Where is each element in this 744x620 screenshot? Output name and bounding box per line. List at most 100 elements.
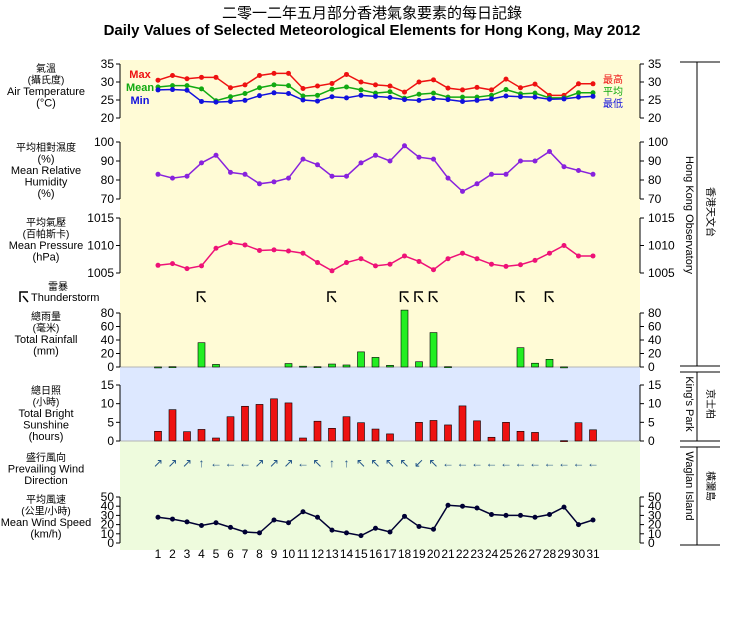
- wind-speed-point: [503, 512, 509, 518]
- thunderstorm-icon-stroke: [196, 291, 207, 303]
- sunshine-label-4: (hours): [29, 431, 64, 443]
- pressure-point: [561, 243, 567, 248]
- humidity-tick-label-right: 80: [648, 173, 662, 187]
- thunderstorm-legend-icon: [19, 291, 29, 303]
- temperature-tick-label-right: 30: [648, 75, 662, 89]
- sunshine-bar: [284, 402, 293, 442]
- title-chinese: 二零一二年五月部分香港氣象要素的每日記錄: [221, 4, 522, 22]
- x-tick-label: 10: [282, 547, 296, 561]
- rainfall-tick-label-left: 0: [107, 360, 114, 374]
- humidity-tick-label-right: 100: [648, 135, 668, 149]
- thunderstorm-icon: [544, 291, 555, 303]
- sunshine-bar: [560, 440, 568, 442]
- station-kings-park-cn: 京士柏: [704, 389, 717, 419]
- wind-direction-arrow: ←: [239, 456, 251, 470]
- wind-speed-tick-label-left: 50: [101, 490, 115, 504]
- pressure-point: [300, 250, 306, 256]
- rainfall-bar: [212, 364, 220, 368]
- humidity-point: [315, 162, 320, 168]
- wind-speed-point: [489, 511, 494, 517]
- wind-speed-tick-label-right: 0: [648, 536, 655, 550]
- sunshine-tick-label-right: 15: [648, 378, 662, 392]
- pressure-label-1: (百帕斯卡): [23, 228, 70, 241]
- legend-min-en: Min: [131, 95, 150, 107]
- temp-min-point: [416, 97, 422, 103]
- temp-mean-point: [344, 84, 349, 90]
- temp-min-point: [184, 87, 190, 93]
- sunshine-bar: [154, 430, 162, 442]
- sunshine-bar: [241, 405, 249, 442]
- temp-max-point: [242, 82, 248, 88]
- rainfall-tick-label-left: 40: [101, 333, 115, 347]
- temp-min-point: [242, 97, 248, 103]
- pressure-point: [271, 247, 277, 253]
- temp-max-point: [344, 71, 349, 77]
- humidity-label-4: (%): [37, 188, 54, 200]
- station-observatory-cn: 香港天文台: [704, 187, 717, 237]
- temp-max-point: [590, 81, 596, 87]
- temp-mean-point: [460, 94, 465, 100]
- temp-max-point: [228, 85, 233, 91]
- x-tick-label: 29: [557, 547, 571, 561]
- x-tick-label: 22: [456, 547, 470, 561]
- wind-direction-label-1: Prevailing Wind: [8, 464, 84, 476]
- sunshine-label-2: Total Bright: [18, 408, 73, 420]
- temp-max-point: [445, 85, 451, 91]
- wind-speed-label-1: (公里/小時): [21, 506, 70, 518]
- humidity-point: [576, 168, 581, 173]
- temp-min-point: [445, 97, 451, 103]
- rainfall-bar: [415, 361, 423, 368]
- x-tick-label: 16: [369, 547, 383, 561]
- temp-min-point: [373, 93, 378, 99]
- wind-direction-arrow: ←: [500, 456, 512, 470]
- temp-max-point: [387, 83, 393, 89]
- sunshine-bar: [226, 416, 235, 442]
- humidity-point: [329, 173, 335, 179]
- observatory-section-bg: [120, 60, 640, 367]
- thunderstorm-icon-stroke: [414, 291, 424, 303]
- temp-mean-point: [489, 92, 494, 98]
- temp-max-point: [532, 81, 538, 87]
- temp-mean-point: [271, 82, 277, 88]
- temp-mean-point: [286, 83, 291, 89]
- temp-min-point: [329, 94, 335, 100]
- humidity-point: [547, 149, 552, 154]
- pressure-point: [518, 262, 523, 268]
- wind-speed-point: [300, 509, 306, 515]
- rainfall-label-0: 總雨量: [31, 310, 61, 323]
- humidity-point: [271, 179, 277, 185]
- sunshine-bar: [415, 422, 423, 442]
- humidity-point: [242, 171, 248, 177]
- humidity-tick-label-right: 70: [648, 192, 662, 206]
- humidity-point: [445, 175, 451, 181]
- temperature-label-0: 氣溫: [36, 62, 56, 75]
- wind-direction-arrow: ←: [515, 456, 527, 470]
- thunderstorm-icon-stroke: [515, 291, 526, 303]
- temp-max-point: [460, 87, 465, 93]
- pressure-point: [445, 256, 451, 262]
- temp-min-point: [257, 93, 262, 99]
- pressure-point: [373, 263, 378, 269]
- temperature-label-1: (攝氏度): [28, 74, 65, 87]
- temp-max-point: [199, 74, 204, 80]
- temperature-tick-label-right: 25: [648, 93, 662, 107]
- temperature-label-3: (°C): [36, 98, 56, 110]
- rainfall-tick-label-right: 80: [648, 306, 662, 320]
- station-kings-park-en: King's Park: [683, 376, 695, 432]
- pressure-point: [155, 262, 161, 268]
- temp-min-point: [170, 87, 175, 93]
- x-tick-label: 25: [499, 547, 513, 561]
- temp-max-point: [170, 73, 175, 79]
- humidity-point: [402, 143, 407, 149]
- pressure-point: [503, 263, 509, 269]
- wind-direction-arrow: ↖: [356, 456, 366, 470]
- wind-speed-point: [416, 523, 422, 529]
- temp-min-point: [460, 98, 465, 104]
- wind-speed-label-2: Mean Wind Speed: [1, 517, 92, 529]
- temp-max-point: [329, 80, 335, 86]
- humidity-point: [431, 156, 436, 162]
- wind-speed-tick-label-right: 20: [648, 518, 662, 532]
- wind-direction-arrow: ↖: [312, 456, 322, 470]
- wind-direction-label-0: 盛行風向: [26, 451, 66, 464]
